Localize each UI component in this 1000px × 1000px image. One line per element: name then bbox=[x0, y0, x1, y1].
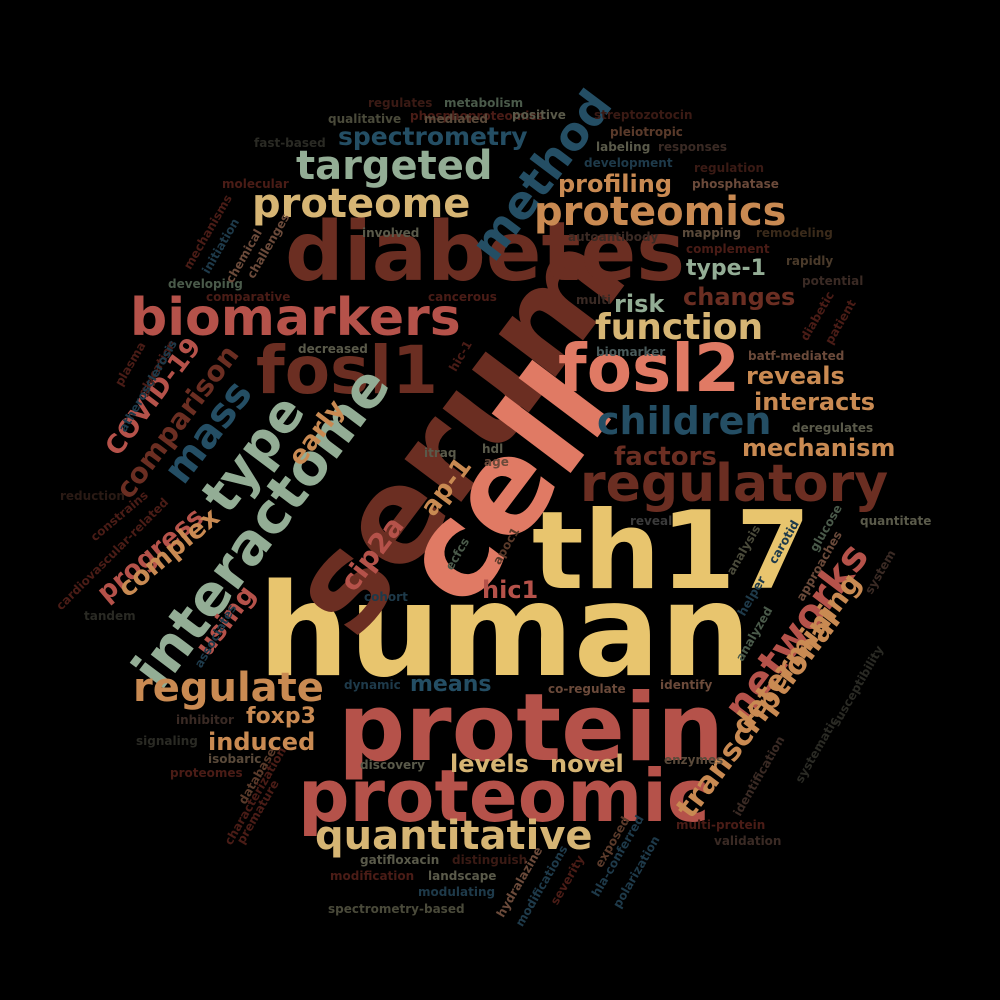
word-type-1: type-1 bbox=[686, 256, 766, 281]
word-age: age bbox=[484, 455, 509, 469]
word-remodeling: remodeling bbox=[756, 226, 833, 240]
word-hic1: hic1 bbox=[482, 576, 539, 604]
word-decreased: decreased bbox=[298, 342, 368, 356]
word-deregulates: deregulates bbox=[792, 421, 874, 435]
word-landscape: landscape bbox=[428, 869, 497, 883]
word-regulate: regulate bbox=[133, 665, 324, 711]
word-risk: risk bbox=[614, 290, 665, 318]
word-human: human bbox=[258, 557, 752, 706]
word-th17: th17 bbox=[532, 489, 811, 614]
word-identify: identify bbox=[660, 678, 713, 692]
word-reveal: reveal bbox=[630, 514, 673, 528]
word-autoantibody: autoantibody bbox=[568, 230, 659, 244]
word-co-regulate: co-regulate bbox=[548, 682, 626, 696]
word-positive: positive bbox=[512, 108, 566, 122]
word-systematic: systematic bbox=[792, 714, 842, 786]
word-quantitate: quantitate bbox=[860, 514, 932, 528]
word-induced: induced bbox=[208, 728, 316, 756]
word-foxp3: foxp3 bbox=[246, 704, 316, 729]
word-spectrometry: spectrometry bbox=[338, 122, 528, 151]
word-enzymes: enzymes bbox=[664, 753, 724, 767]
word-proteome: proteome bbox=[252, 181, 471, 227]
word-interacts: interacts bbox=[754, 388, 876, 416]
word-spectrometry-based: spectrometry-based bbox=[328, 902, 465, 916]
word-novel: novel bbox=[550, 750, 624, 778]
word-isobaric: isobaric bbox=[208, 752, 262, 766]
word-fast-based: fast-based bbox=[254, 136, 326, 150]
word-rapidly: rapidly bbox=[786, 254, 834, 268]
word-levels: levels bbox=[450, 750, 529, 778]
word-tandem: tandem bbox=[84, 609, 136, 623]
word-reveals: reveals bbox=[746, 362, 845, 390]
word-function: function bbox=[595, 307, 764, 348]
word-responses: responses bbox=[658, 140, 727, 154]
word-molecular: molecular bbox=[222, 177, 289, 191]
word-regulatory: regulatory bbox=[580, 454, 889, 514]
word-proteomics: proteomics bbox=[534, 189, 787, 235]
word-mediated: mediated bbox=[424, 112, 488, 126]
word-quantitative: quantitative bbox=[315, 813, 593, 859]
word-cohort: cohort bbox=[364, 590, 408, 604]
word-factors: factors bbox=[614, 442, 717, 472]
word-batf: batf-mediated bbox=[748, 349, 845, 363]
word-phosphatase: phosphatase bbox=[692, 177, 779, 191]
word-validation: validation bbox=[714, 834, 782, 848]
word-multi: multi bbox=[576, 293, 612, 307]
word-pleiotropic: pleiotropic bbox=[610, 125, 683, 139]
word-comparative: comparative bbox=[206, 290, 291, 304]
word-hdl: hdl bbox=[482, 442, 504, 456]
word-distinguish: distinguish bbox=[452, 853, 528, 867]
word-reduction: reduction bbox=[60, 489, 125, 503]
word-protein: protein bbox=[338, 674, 725, 783]
word-changes: changes bbox=[683, 283, 796, 311]
word-multi-protein: multi-protein bbox=[676, 818, 766, 832]
word-potential: potential bbox=[802, 274, 864, 288]
word-streptozotocin: streptozotocin bbox=[594, 108, 693, 122]
word-fosl2: fosl2 bbox=[558, 330, 740, 407]
word-signaling: signaling bbox=[136, 734, 198, 748]
word-fosl1: fosl1 bbox=[256, 332, 438, 409]
word-modulating: modulating bbox=[418, 885, 496, 899]
word-itraq: itraq bbox=[424, 446, 457, 460]
word-discovery: discovery bbox=[360, 758, 425, 772]
word-development: development bbox=[584, 156, 673, 170]
word-proteomic: proteomic bbox=[298, 754, 710, 838]
word-gatifloxacin: gatifloxacin bbox=[360, 853, 440, 867]
word-mechanism: mechanism bbox=[742, 434, 896, 462]
word-involved: involved bbox=[362, 226, 420, 240]
word-regulation: regulation bbox=[694, 161, 765, 175]
word-cancerous: cancerous bbox=[428, 290, 497, 304]
word-complement: complement bbox=[686, 242, 770, 256]
word-modification: modification bbox=[330, 869, 415, 883]
word-profiling: profiling bbox=[558, 170, 673, 198]
word-biomarkers: biomarkers bbox=[130, 288, 461, 348]
word-labeling: labeling bbox=[596, 140, 651, 154]
word-susceptibility: susceptibility bbox=[828, 643, 887, 729]
word-children: children bbox=[597, 399, 772, 443]
word-dynamic: dynamic bbox=[344, 678, 401, 692]
word-inhibitor: inhibitor bbox=[176, 713, 234, 727]
word-biomarker: biomarker bbox=[596, 345, 666, 359]
word-metabolism: metabolism bbox=[444, 96, 524, 110]
word-regulates: regulates bbox=[368, 96, 433, 110]
word-developing: developing bbox=[168, 277, 243, 291]
word-phosphoproteomics: phosphoproteomics bbox=[410, 109, 544, 123]
word-means: means bbox=[410, 672, 492, 697]
word-proteomes: proteomes bbox=[170, 766, 243, 780]
word-qualitative: qualitative bbox=[328, 112, 402, 126]
word-targeted: targeted bbox=[296, 143, 493, 189]
word-mapping: mapping bbox=[682, 226, 742, 240]
word-diabetes: diabetes bbox=[285, 205, 686, 300]
